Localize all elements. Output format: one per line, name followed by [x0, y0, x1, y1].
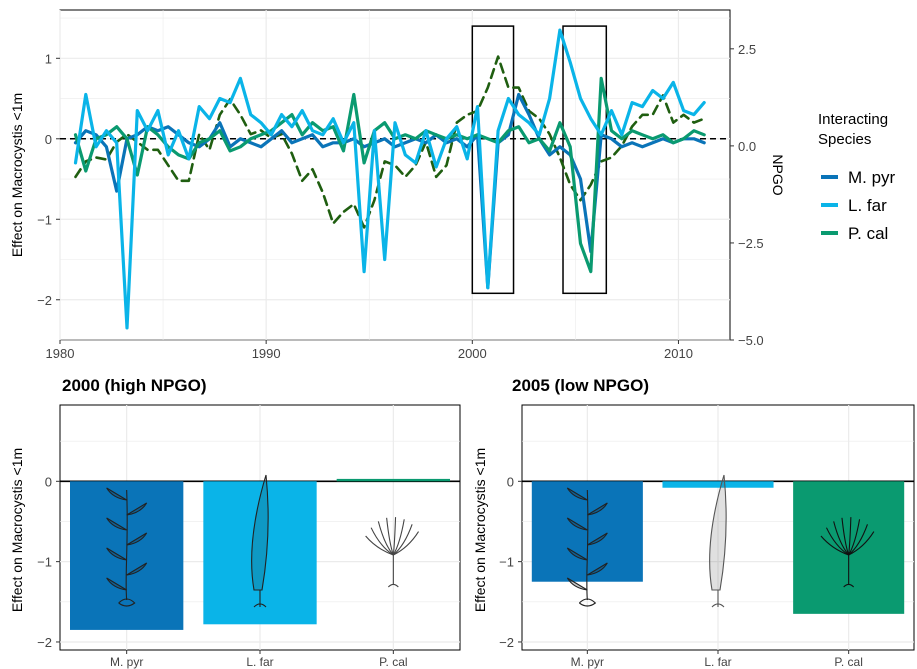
y2-tick-label: 0.0 — [738, 139, 756, 154]
x-tick-label: 1990 — [252, 346, 281, 361]
series-line-p-cal — [73, 76, 706, 274]
bar-p-cal — [336, 478, 450, 482]
kelp-pcal-icon — [365, 517, 419, 588]
timeseries-panel: 1980 1990 2000 2010 1 0 −1 −2 2.5 0.0 −2.5 −5.0 E… — [9, 9, 786, 361]
legend-title-line1: Interacting — [818, 111, 888, 128]
y-tick-label: −1 — [499, 555, 514, 570]
y-tick-label: −2 — [37, 635, 52, 650]
kelp-pcal-icon — [820, 517, 875, 588]
x-tick-label: 2000 — [458, 346, 487, 361]
bars-2005-panel: 2005 (low NPGO) M. pyr L. far P. cal 0 −1 −2… — [472, 376, 915, 669]
bars-2005-y-axis-label: Effect on Macrocystis <1m — [472, 448, 488, 612]
bars-2000-species-illustrations — [106, 474, 419, 608]
y2-tick-label: −5.0 — [738, 333, 764, 348]
bars-2005-x-ticks: M. pyr L. far P. cal — [571, 650, 863, 669]
legend-label: P. cal — [848, 224, 888, 243]
series-line-npgo — [74, 55, 706, 229]
legend-items: M. pyr L. far P. cal — [821, 168, 896, 243]
bar-l-far — [662, 481, 774, 488]
bars-2005-y-ticks: 0 −1 −2 — [499, 474, 522, 650]
y-tick-label: −2 — [37, 293, 52, 308]
timeseries-x-ticks: 1980 1990 2000 2010 — [46, 340, 693, 361]
bars-2005-species-illustrations — [566, 474, 875, 608]
x-tick-label: 2010 — [664, 346, 693, 361]
y2-tick-label: 2.5 — [738, 42, 756, 57]
x-tick-label: L. far — [246, 655, 273, 669]
legend-label: M. pyr — [848, 168, 896, 187]
bars-2005-title: 2005 (low NPGO) — [512, 376, 649, 395]
x-tick-label: M. pyr — [571, 655, 604, 669]
y-tick-label: −1 — [37, 555, 52, 570]
kelp-mpyr-icon — [566, 487, 608, 607]
y-tick-label: −1 — [37, 212, 52, 227]
timeseries-lines — [73, 28, 706, 330]
bars-2000-panel: 2000 (high NPGO) M. pyr L. far P. cal 0 −1 −… — [9, 376, 461, 669]
y-tick-label: 0 — [45, 474, 52, 489]
y-tick-label: 0 — [45, 132, 52, 147]
bars-2000-y-ticks: 0 −1 −2 — [37, 474, 60, 650]
bars-2000-title: 2000 (high NPGO) — [62, 376, 207, 395]
y-tick-label: 1 — [45, 51, 52, 66]
kelp-mpyr-icon — [106, 487, 148, 607]
x-tick-label: M. pyr — [110, 655, 143, 669]
bars-2000-y-axis-label: Effect on Macrocystis <1m — [9, 448, 25, 612]
x-tick-label: 1980 — [46, 346, 75, 361]
timeseries-y-axis-label: Effect on Macrocystis <1m — [9, 93, 25, 257]
x-tick-label: P. cal — [379, 655, 407, 669]
kelp-lfar-icon — [709, 474, 727, 608]
timeseries-y2-ticks: 2.5 0.0 −2.5 −5.0 — [730, 42, 764, 348]
bar-p-cal — [793, 481, 905, 614]
x-tick-label: P. cal — [834, 655, 862, 669]
kelp-lfar-icon — [251, 474, 269, 608]
timeseries-plot-frame — [59, 9, 731, 341]
x-tick-label: L. far — [704, 655, 731, 669]
y-tick-label: 0 — [507, 474, 514, 489]
highlight-box — [471, 25, 515, 295]
series-line-l-far — [73, 28, 706, 330]
y2-tick-label: −2.5 — [738, 236, 764, 251]
legend-title-line2: Species — [818, 131, 871, 148]
legend: Interacting Species M. pyr L. far P. cal — [818, 111, 896, 243]
timeseries-y2-axis-label: NPGO — [770, 154, 786, 195]
y-tick-label: −2 — [499, 635, 514, 650]
timeseries-y-ticks: 1 0 −1 −2 — [37, 51, 60, 308]
bars-2000-x-ticks: M. pyr L. far P. cal — [110, 650, 408, 669]
legend-label: L. far — [848, 196, 887, 215]
